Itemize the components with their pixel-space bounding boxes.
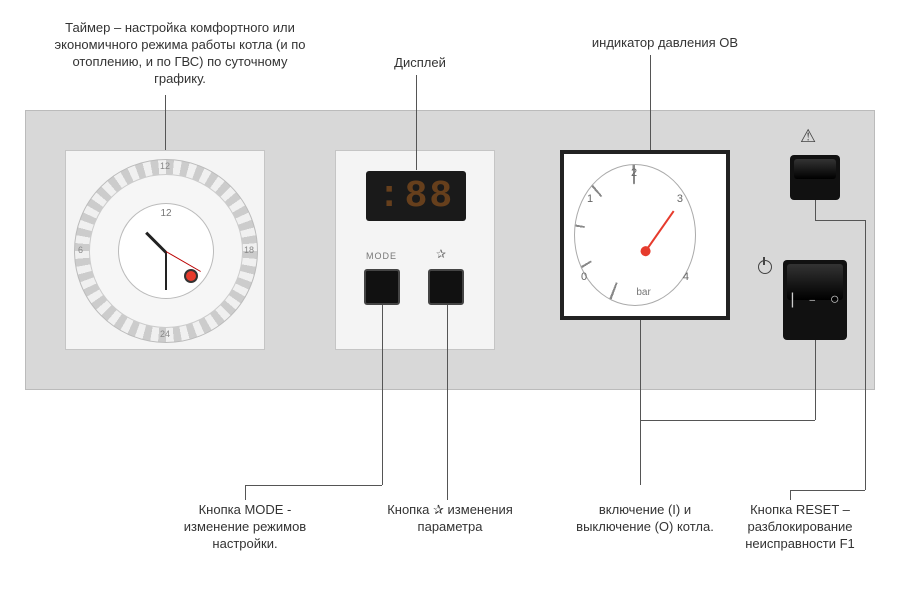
callout-line <box>245 485 246 500</box>
display-label: Дисплей <box>360 55 480 72</box>
reset-button-caption: Кнопка RESET – разблокирование неисправн… <box>715 502 885 553</box>
timer-tick-12: 12 <box>160 161 170 171</box>
warning-icon: ⚠ <box>800 126 816 147</box>
power-switch-legend: | – ○ <box>783 260 847 340</box>
callout-line <box>382 305 383 485</box>
gauge-face: 0 1 2 3 4 <box>574 164 696 306</box>
callout-line <box>447 305 448 500</box>
timer-label: Таймер – настройка комфортного или эконо… <box>15 20 345 88</box>
reset-switch[interactable] <box>790 155 840 200</box>
power-icon <box>758 260 772 277</box>
callout-line <box>865 220 866 490</box>
callout-line <box>815 200 816 220</box>
callout-line <box>790 490 791 500</box>
param-button-caption: Кнопка ✰ изменения параметра <box>360 502 540 536</box>
timer-indicator-hand <box>166 251 201 272</box>
timer-tick-18: 18 <box>244 245 254 255</box>
timer-hour-hand <box>145 232 167 254</box>
mode-button[interactable] <box>364 269 400 305</box>
timer-set-knob[interactable] <box>184 269 198 283</box>
gauge-unit: bar <box>636 287 650 298</box>
seven-segment-display: :88 <box>366 171 466 221</box>
callout-line <box>245 485 382 486</box>
gauge-tick-3: 3 <box>677 193 683 205</box>
callout-line <box>650 55 651 150</box>
param-button-label: ✰ <box>436 247 446 261</box>
mode-button-label: MODE <box>366 251 397 261</box>
gauge-tick-2: 2 <box>631 167 637 179</box>
timer-tick-24: 24 <box>160 329 170 339</box>
mode-button-caption: Кнопка MODE - изменение режимов настройк… <box>155 502 335 553</box>
gauge-tick-0: 0 <box>581 271 587 283</box>
callout-line <box>640 420 815 421</box>
callout-line <box>640 320 641 485</box>
callout-line <box>815 340 816 420</box>
timer-dial[interactable]: 12 12 18 24 6 <box>65 150 265 350</box>
power-switch[interactable]: | – ○ <box>783 260 847 340</box>
callout-line <box>165 95 166 150</box>
power-on-glyph: | <box>790 291 794 309</box>
callout-line <box>416 75 417 170</box>
display-leading-colon: : <box>378 175 403 218</box>
param-button[interactable] <box>428 269 464 305</box>
gauge-tick-1: 1 <box>587 193 593 205</box>
display-module: :88 MODE ✰ <box>335 150 495 350</box>
power-off-glyph: ○ <box>830 291 840 309</box>
timer-tick-6: 6 <box>78 245 83 255</box>
callout-line <box>815 220 865 221</box>
gauge-tick-4: 4 <box>683 271 689 283</box>
pressure-gauge: 0 1 2 3 4 bar <box>560 150 730 320</box>
timer-minute-hand <box>165 252 167 290</box>
callout-line <box>790 490 865 491</box>
power-switch-caption: включение (I) и выключение (O) котла. <box>555 502 735 536</box>
timer-center-12: 12 <box>160 208 171 219</box>
display-value: 88 <box>405 175 455 218</box>
pressure-label: индикатор давления ОВ <box>555 35 775 52</box>
timer-clock-face: 12 <box>118 203 214 299</box>
